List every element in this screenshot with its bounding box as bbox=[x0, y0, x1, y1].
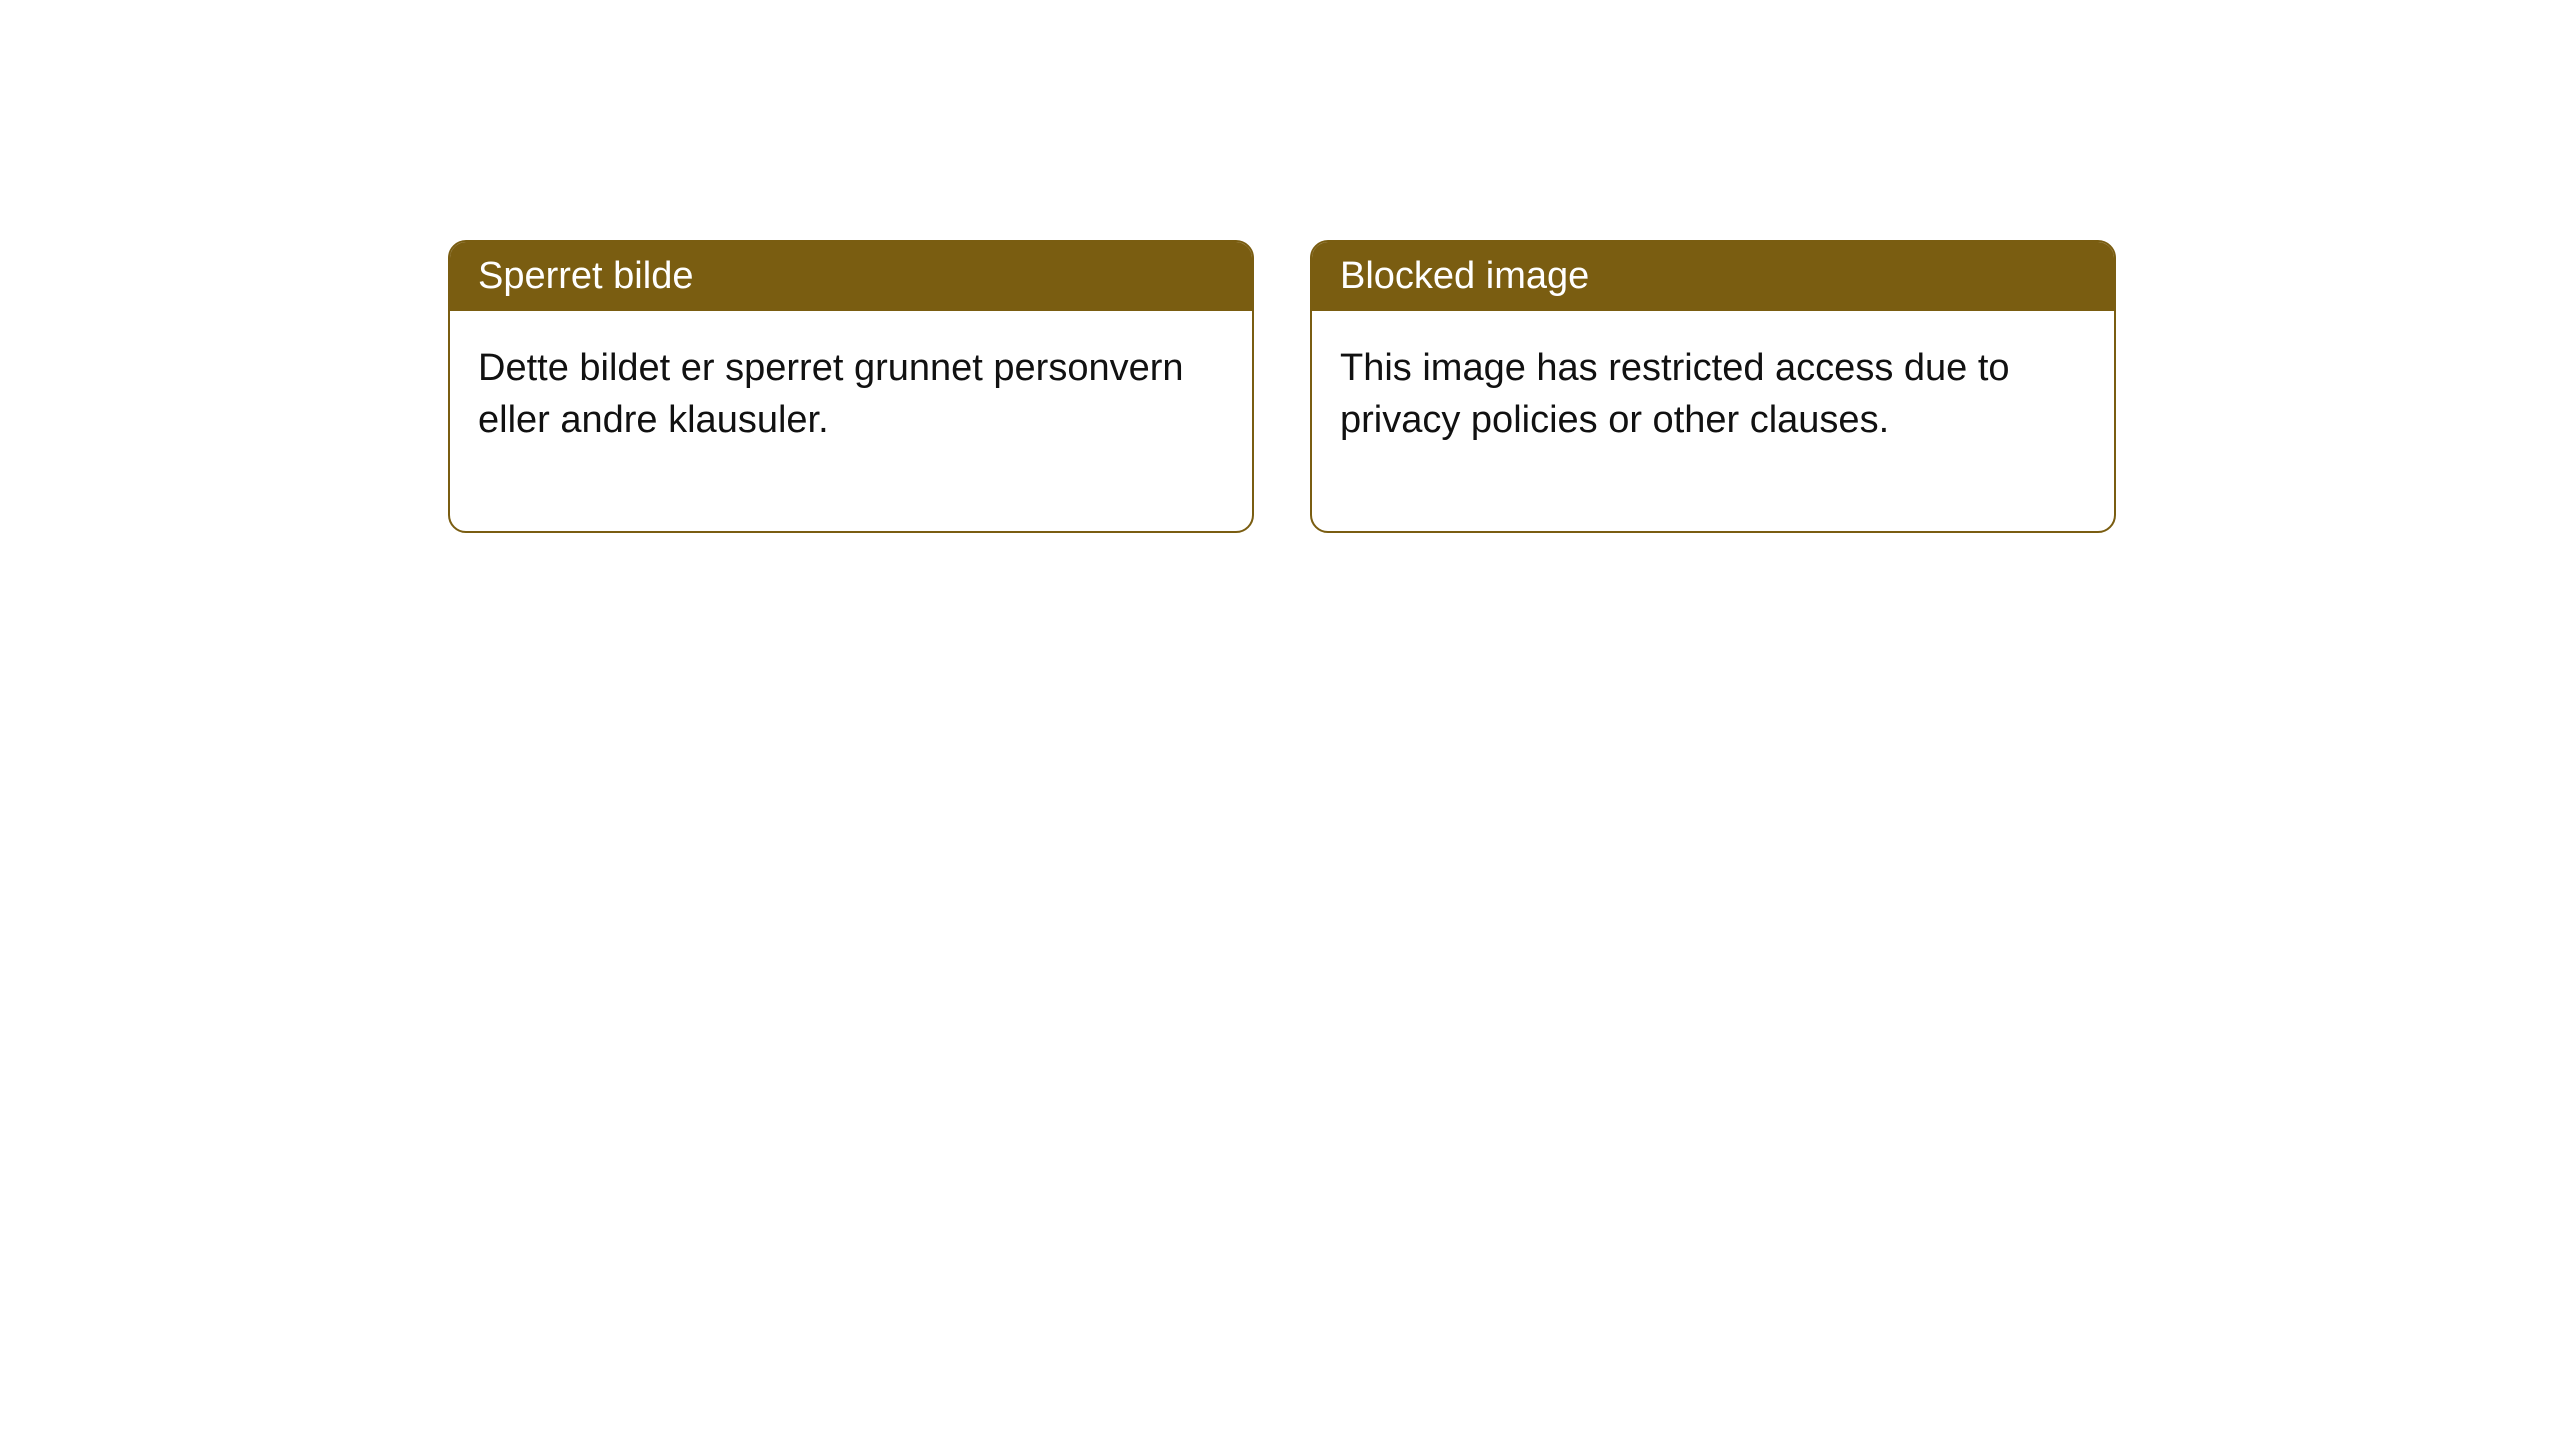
card-title: Sperret bilde bbox=[478, 255, 693, 297]
blocked-image-notice-container: Sperret bilde Dette bildet er sperret gr… bbox=[448, 240, 2116, 533]
card-body-text: This image has restricted access due to … bbox=[1340, 347, 2010, 440]
card-header: Blocked image bbox=[1312, 242, 2114, 311]
blocked-image-card-no: Sperret bilde Dette bildet er sperret gr… bbox=[448, 240, 1254, 533]
card-body: Dette bildet er sperret grunnet personve… bbox=[450, 311, 1252, 531]
card-body: This image has restricted access due to … bbox=[1312, 311, 2114, 531]
card-body-text: Dette bildet er sperret grunnet personve… bbox=[478, 347, 1184, 440]
card-header: Sperret bilde bbox=[450, 242, 1252, 311]
card-title: Blocked image bbox=[1340, 255, 1589, 297]
blocked-image-card-en: Blocked image This image has restricted … bbox=[1310, 240, 2116, 533]
